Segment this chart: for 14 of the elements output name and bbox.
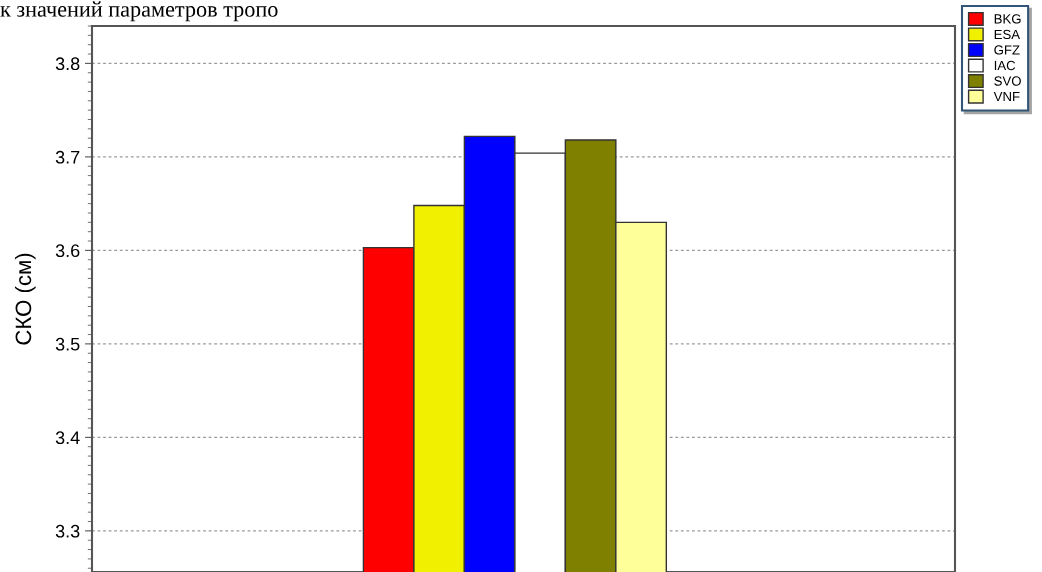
y-tick-label: 3.3 <box>55 524 80 538</box>
y-tick-label: 3.6 <box>55 244 80 258</box>
legend-label: ESA <box>994 29 1021 40</box>
y-tick-label: 3.5 <box>55 337 80 351</box>
legend-label: VNF <box>993 92 1020 102</box>
legend-label: GFZ <box>994 45 1020 55</box>
legend-label: BKG <box>994 14 1021 24</box>
text: к значений параметров тропо <box>0 1 278 22</box>
legend-label: IAC <box>994 60 1016 71</box>
y-tick-label: 3.4 <box>55 431 80 445</box>
y-axis-title: СКО (см) <box>14 253 36 345</box>
y-tick-label: 3.7 <box>55 150 80 164</box>
y-tick-label: 3.8 <box>55 57 80 71</box>
legend-label: SVO <box>994 76 1021 86</box>
